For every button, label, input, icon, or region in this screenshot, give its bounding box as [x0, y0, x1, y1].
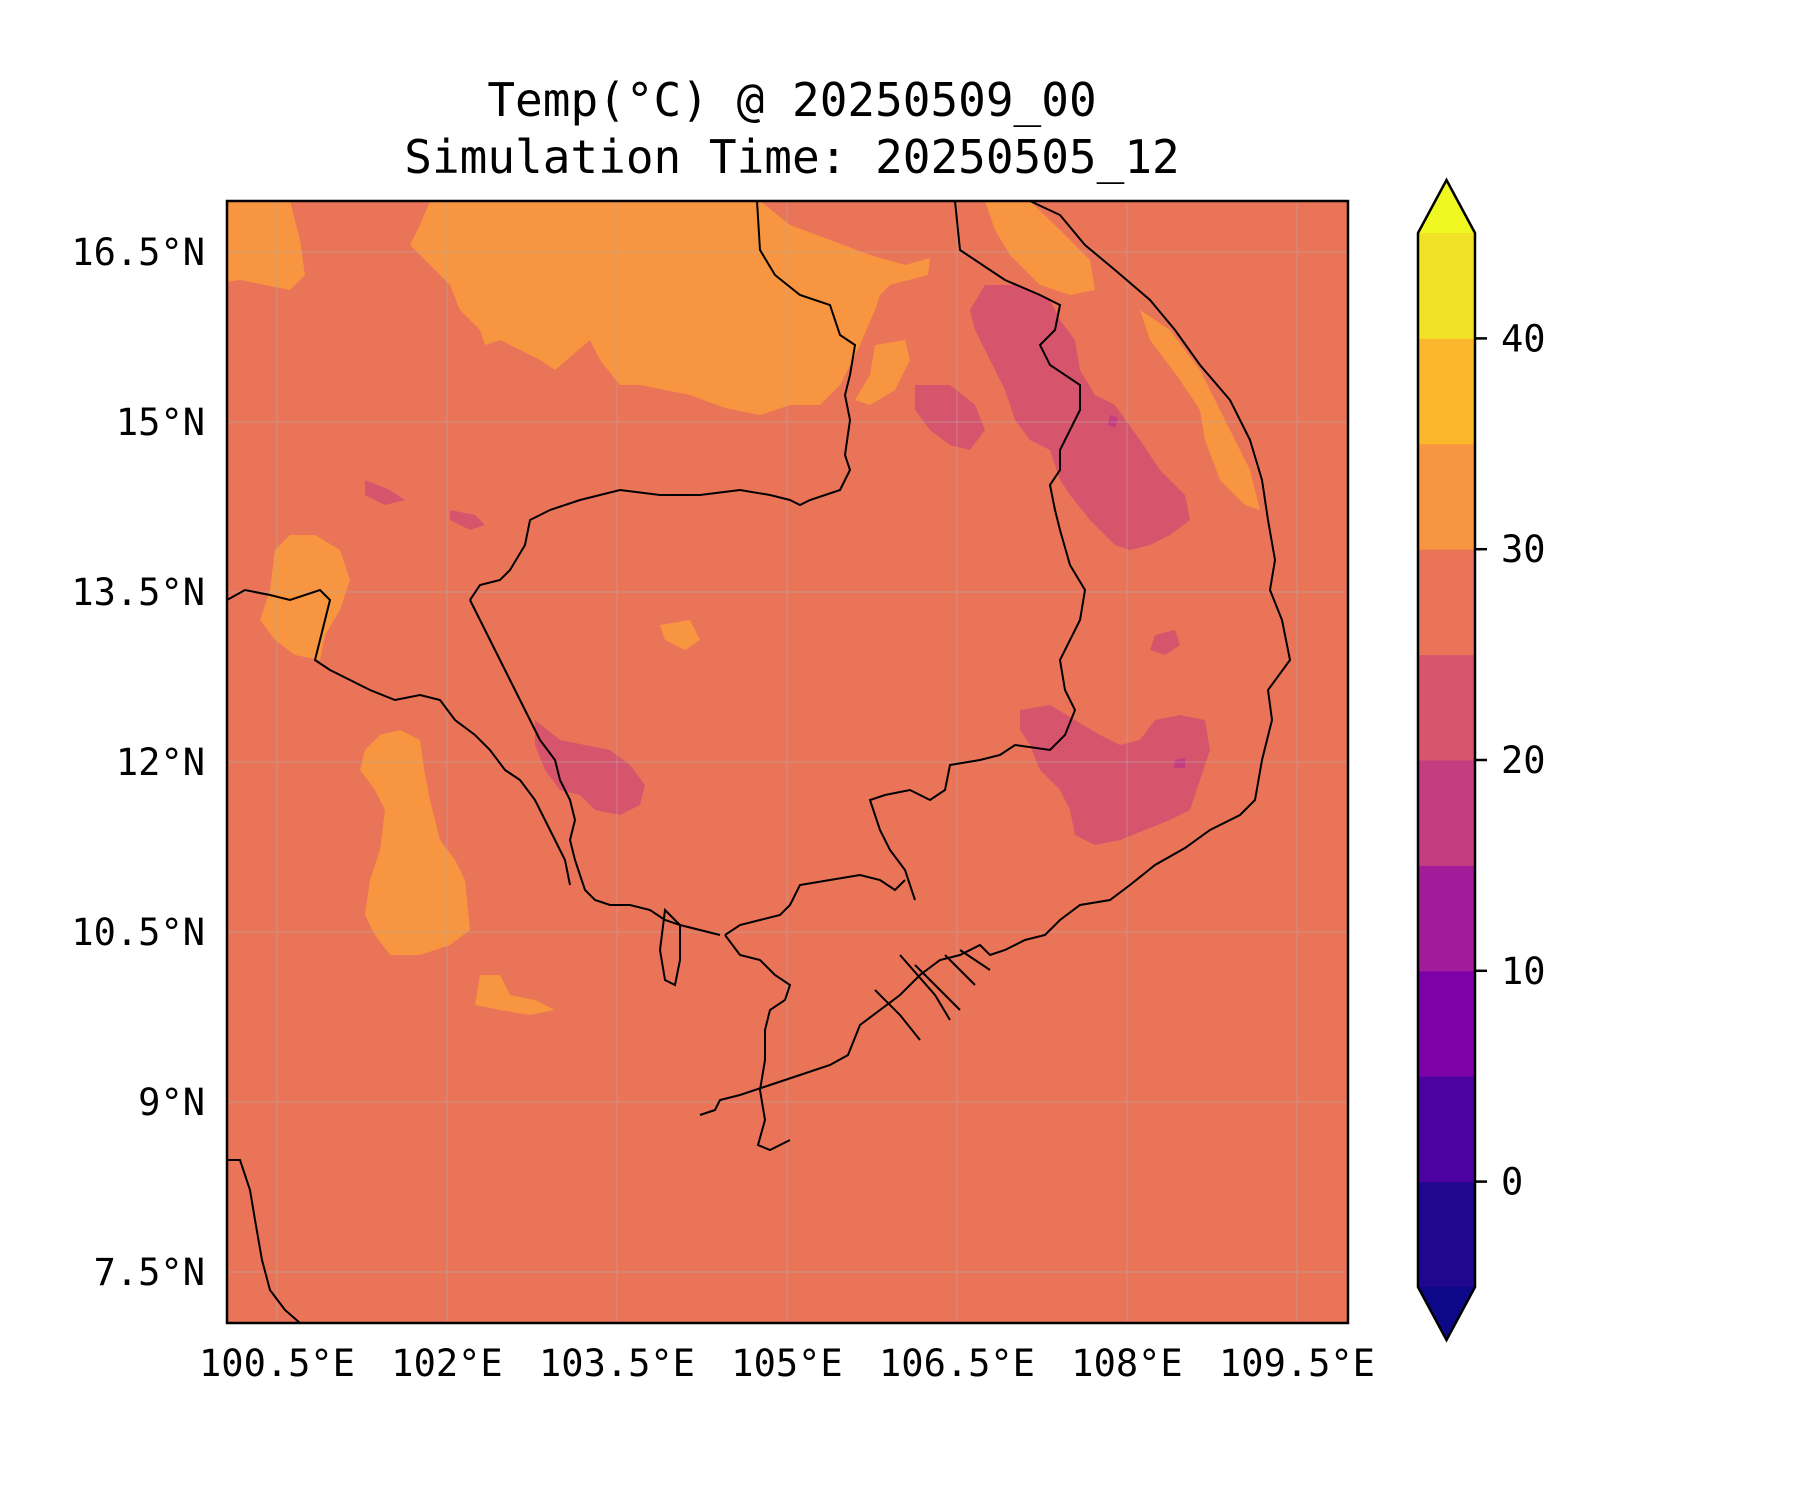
- cold-spot-2: [1174, 758, 1185, 768]
- colorbar-segment: [1418, 233, 1475, 339]
- colorbar-extend-over: [1418, 180, 1475, 233]
- colorbar: [1416, 177, 1477, 1343]
- cold-spot-1: [1108, 415, 1118, 428]
- colorbar-tick-label: 0: [1501, 1161, 1523, 1204]
- y-tick-label: 12°N: [116, 741, 205, 784]
- map-gridlines: [227, 201, 1348, 1323]
- x-tick-label: 103.5°E: [539, 1342, 695, 1385]
- warm-region-west: [260, 535, 350, 660]
- warm-region-north: [410, 201, 930, 415]
- colorbar-segment: [1418, 1076, 1475, 1183]
- warm-region-east-coast: [1140, 310, 1260, 510]
- colorbar-tick-labels: 40 30 20 10 0: [1475, 317, 1546, 1204]
- x-tick-label: 102°E: [391, 1342, 502, 1385]
- x-tick-label: 100.5°E: [199, 1342, 355, 1385]
- warm-region-central-small: [660, 620, 700, 650]
- y-tick-label: 15°N: [116, 401, 205, 444]
- x-tick-label: 108°E: [1071, 1342, 1182, 1385]
- y-tick-label: 7.5°N: [94, 1251, 205, 1294]
- thailand-laos-border: [756, 201, 857, 507]
- colorbar-segment: [1418, 338, 1475, 445]
- laos-vietnam-border: [954, 201, 1081, 531]
- colorbar-tick-label: 40: [1501, 317, 1546, 360]
- cool-region-laos-south: [915, 385, 985, 450]
- mekong-delta-coast: [724, 934, 792, 1152]
- warm-regions: [227, 201, 1260, 1015]
- y-tick-label: 9°N: [138, 1081, 205, 1124]
- cambodia-border-east: [868, 529, 1087, 901]
- thailand-cambodia-west: [469, 599, 721, 936]
- cool-region-small-2: [450, 510, 485, 530]
- figure-title-line1: Temp(°C) @ 20250509_00: [487, 73, 1096, 127]
- x-axis-tick-labels: 100.5°E 102°E 103.5°E 105°E 106.5°E 108°E 109.…: [199, 1342, 1375, 1385]
- coastlines-and-borders: [227, 201, 1292, 1323]
- colorbar-outline: [1416, 177, 1477, 1343]
- warm-region-northeast-coast: [985, 201, 1095, 295]
- colorbar-tick-label: 30: [1501, 528, 1546, 571]
- x-tick-label: 106.5°E: [879, 1342, 1035, 1385]
- colorbar-segment: [1418, 760, 1475, 866]
- cool-region-small-1: [365, 480, 405, 505]
- colorbar-extend-under: [1418, 1287, 1475, 1340]
- cool-region-cambodia-west: [535, 720, 645, 815]
- x-tick-label: 109.5°E: [1219, 1342, 1375, 1385]
- map-panel: [227, 201, 1348, 1323]
- colorbar-segment: [1418, 970, 1475, 1077]
- colorbar-segment: [1418, 654, 1475, 761]
- y-axis-tick-labels: 16.5°N 15°N 13.5°N 12°N 10.5°N 9°N 7.5°N: [71, 231, 205, 1294]
- cambodia-border-north: [469, 488, 791, 601]
- cool-regions: [365, 285, 1210, 845]
- cool-region-small-3: [1150, 630, 1180, 655]
- thailand-coast-gulf: [227, 588, 571, 886]
- cool-region-vietnam-south: [1020, 705, 1210, 845]
- cool-region-laos-vietnam: [970, 285, 1190, 550]
- map-frame: [225, 199, 1350, 1325]
- y-tick-label: 13.5°N: [71, 571, 205, 614]
- colorbar-segment: [1418, 549, 1475, 656]
- x-tick-label: 105°E: [731, 1342, 842, 1385]
- delta-channels: [874, 949, 991, 1041]
- colorbar-segment: [1418, 1181, 1475, 1288]
- y-tick-label: 16.5°N: [71, 231, 205, 274]
- colorbar-segment: [1418, 865, 1475, 972]
- figure-title-line2: Simulation Time: 20250505_12: [404, 130, 1179, 184]
- warm-region-gulf-small: [475, 975, 555, 1015]
- colorbar-segment: [1418, 443, 1475, 550]
- y-tick-label: 10.5°N: [71, 911, 205, 954]
- phu-quoc-island: [658, 907, 681, 987]
- colorbar-tick-label: 10: [1501, 950, 1546, 993]
- cambodia-border-south: [724, 873, 906, 936]
- colorbar-tick-label: 20: [1501, 739, 1546, 782]
- vietnam-coastline: [699, 201, 1292, 1116]
- cold-regions: [1108, 415, 1185, 768]
- malay-coast: [227, 1159, 301, 1323]
- warm-region-gulf: [360, 730, 470, 955]
- warm-region-north-small: [855, 340, 910, 405]
- warm-region-northwest: [227, 201, 305, 290]
